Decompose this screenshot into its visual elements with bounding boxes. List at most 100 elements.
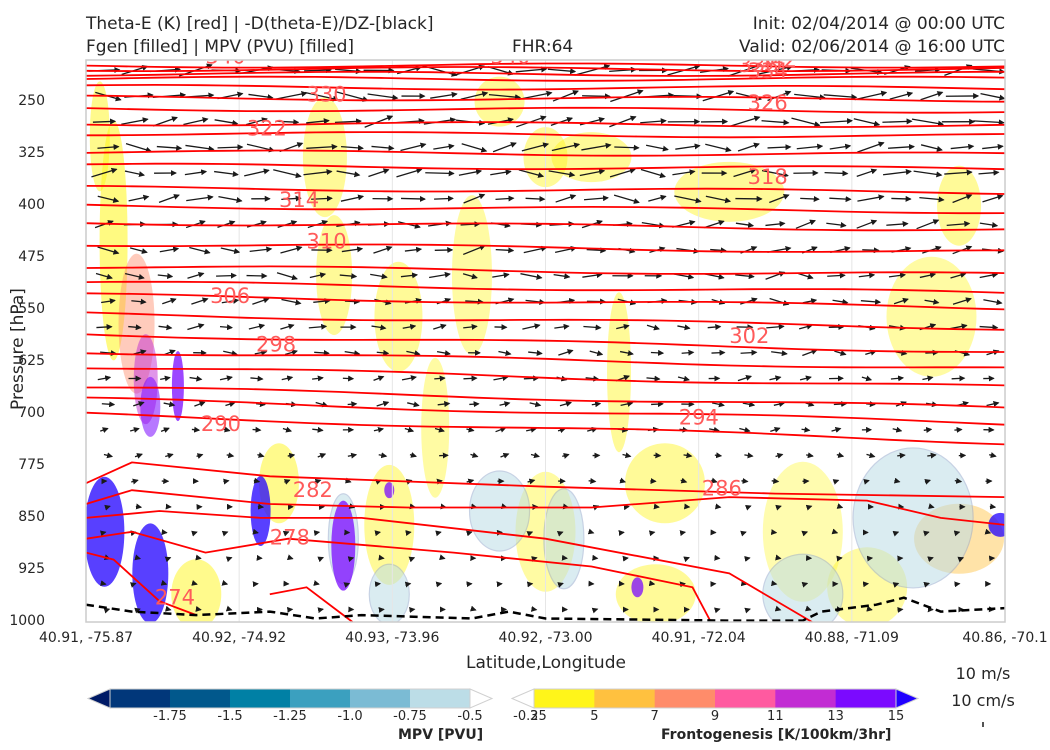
wind-vector bbox=[244, 168, 270, 177]
wind-vector bbox=[551, 142, 581, 152]
wind-vector bbox=[832, 298, 849, 305]
wind-vector bbox=[824, 170, 849, 177]
wind-vector bbox=[124, 170, 146, 178]
wind-vector bbox=[979, 324, 999, 331]
wind-vector bbox=[681, 349, 695, 356]
wind-vector bbox=[466, 426, 475, 433]
wind-vector bbox=[225, 556, 233, 563]
wind-vector bbox=[101, 401, 116, 408]
wind-vector bbox=[374, 530, 381, 537]
wind-vector bbox=[221, 579, 229, 586]
wind-vector bbox=[609, 115, 637, 128]
wind-vector bbox=[923, 426, 933, 433]
wind-vector bbox=[714, 452, 723, 459]
wind-vector bbox=[952, 297, 972, 305]
wind-vector bbox=[425, 170, 455, 177]
wind-vector bbox=[187, 271, 205, 279]
wind-vector bbox=[404, 426, 415, 433]
colorbar-segment bbox=[775, 689, 837, 708]
wind-vector bbox=[217, 144, 244, 151]
wind-vector bbox=[221, 530, 229, 537]
theta-e-contour bbox=[86, 386, 1005, 409]
wind-vector bbox=[946, 220, 971, 227]
wind-vector bbox=[214, 170, 239, 177]
wind-vector bbox=[986, 400, 1000, 407]
wind-vector bbox=[125, 143, 152, 153]
wind-vector bbox=[286, 554, 294, 561]
wind-vector bbox=[281, 375, 294, 382]
colorbar-tick-label: 11 bbox=[767, 709, 784, 724]
wind-vector bbox=[927, 452, 937, 459]
wind-vector bbox=[196, 453, 204, 459]
wind-vector bbox=[574, 64, 611, 76]
wind-vector bbox=[194, 401, 206, 407]
frontogenesis-fill bbox=[451, 195, 492, 356]
x-axis-label: Latitude,Longitude bbox=[466, 653, 626, 673]
wind-vector bbox=[436, 478, 443, 485]
wind-vector bbox=[911, 118, 945, 127]
wind-vector bbox=[434, 375, 446, 382]
theta-e-contour bbox=[86, 121, 1005, 128]
wind-vector bbox=[526, 531, 534, 537]
wind-vector bbox=[982, 194, 1004, 203]
wind-vector bbox=[619, 350, 634, 357]
contour-label: 342 bbox=[757, 48, 797, 72]
wind-vector bbox=[620, 400, 634, 407]
mpv-fill bbox=[468, 470, 531, 552]
wind-vector bbox=[773, 401, 786, 408]
wind-vector bbox=[640, 118, 667, 125]
wind-vector bbox=[952, 194, 973, 204]
wind-vector bbox=[771, 350, 788, 357]
wind-vector bbox=[163, 401, 176, 408]
wind-vector bbox=[103, 607, 111, 614]
wind-vector bbox=[189, 375, 203, 382]
wind-vector bbox=[586, 247, 607, 254]
valid-time: Valid: 02/06/2014 @ 16:00 UTC bbox=[739, 37, 1005, 57]
wind-vector bbox=[552, 90, 579, 102]
wind-vector bbox=[133, 401, 145, 407]
contour-label: 340 bbox=[490, 44, 530, 68]
contour-label: 314 bbox=[279, 188, 319, 212]
wind-vector bbox=[306, 143, 338, 150]
y-tick-label: 700 bbox=[18, 404, 45, 421]
wind-vector bbox=[254, 349, 268, 356]
wind-vector bbox=[334, 118, 363, 125]
wind-vector bbox=[705, 143, 732, 153]
theta-e-contour bbox=[86, 62, 1005, 69]
y-tick-label: 625 bbox=[18, 352, 45, 369]
wind-vector bbox=[954, 426, 963, 433]
wind-vector bbox=[470, 452, 479, 458]
theta-e-contour bbox=[86, 333, 1005, 353]
y-axis-label: Pressure [hPa] bbox=[8, 288, 28, 410]
wind-vector bbox=[761, 119, 790, 126]
wind-vector bbox=[433, 143, 455, 150]
wind-vector bbox=[164, 605, 172, 612]
contour-label: 274 bbox=[155, 586, 195, 610]
wind-vector bbox=[919, 272, 937, 279]
wind-vector bbox=[827, 272, 846, 279]
wind-vector bbox=[97, 195, 120, 203]
wind-vector bbox=[707, 324, 722, 330]
wind-vector bbox=[703, 219, 725, 229]
wind-vector bbox=[677, 324, 691, 331]
wind-vector bbox=[437, 401, 451, 408]
wind-vector bbox=[646, 324, 660, 331]
wind-vector bbox=[214, 119, 239, 126]
wind-vector bbox=[892, 426, 903, 433]
wind-vector bbox=[866, 605, 873, 612]
wind-vector bbox=[957, 556, 965, 563]
theta-e-contour bbox=[86, 149, 1005, 157]
wind-vector bbox=[404, 581, 412, 588]
x-tick-label: 40.86, -70.1 bbox=[962, 630, 1048, 646]
colorbar-frame bbox=[533, 688, 897, 709]
wind-vector bbox=[273, 169, 302, 179]
colorbar-segment bbox=[410, 689, 471, 708]
wind-vector bbox=[679, 530, 687, 537]
theta-e-contour bbox=[269, 586, 354, 622]
wind-vector bbox=[317, 607, 324, 614]
wind-vector bbox=[160, 579, 168, 586]
frontogenesis-max-fill bbox=[132, 523, 169, 622]
wind-vector bbox=[97, 246, 120, 255]
wind-vector bbox=[798, 272, 814, 280]
